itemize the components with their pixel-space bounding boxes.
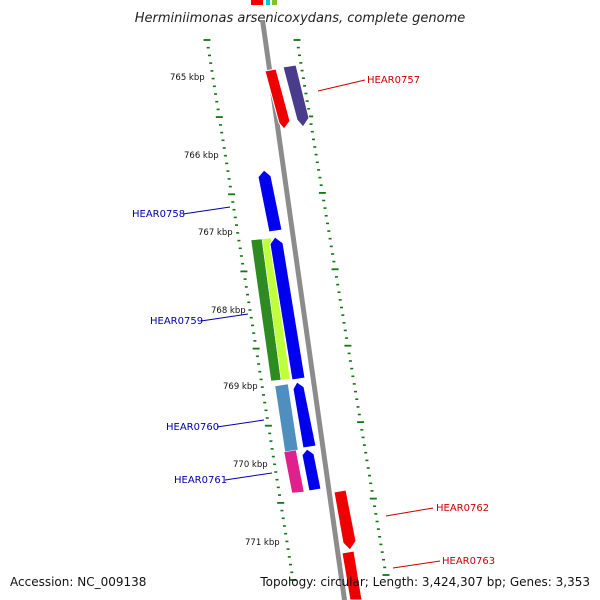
kbp-label-765: 765 kbp — [170, 73, 205, 83]
gene-label-hear0757[interactable]: HEAR0757 — [367, 75, 420, 86]
tick-marks-inner — [203, 39, 297, 581]
gene-label-hear0761[interactable]: HEAR0761 — [174, 475, 227, 486]
leader-line-hear0759 — [200, 313, 249, 322]
accession-text: Accession: NC_009138 — [10, 575, 146, 589]
gene-arrow-hear0763[interactable] — [341, 550, 363, 600]
feature-band-magenta[interactable] — [283, 449, 305, 494]
leader-line-hear0757 — [317, 79, 366, 92]
gene-labels: HEAR0757 HEAR0758 HEAR0759 HEAR0760 HEAR… — [132, 75, 495, 569]
gene-arrow-hear0760[interactable] — [292, 381, 317, 449]
tick-marks-outer — [293, 39, 390, 576]
backbone-line — [260, 20, 347, 600]
kbp-label-770: 770 kbp — [233, 460, 268, 470]
kbp-label-768: 768 kbp — [211, 306, 246, 316]
feature-band-steelblue[interactable] — [274, 383, 299, 453]
gene-label-hear0759[interactable]: HEAR0759 — [150, 316, 203, 327]
gene-arrow-hear0762[interactable] — [333, 489, 357, 551]
feature-band-lime[interactable] — [261, 237, 291, 381]
kbp-label-766: 766 kbp — [184, 151, 219, 161]
gene-arrow-hear0758[interactable] — [257, 169, 283, 233]
gene-label-hear0758[interactable]: HEAR0758 — [132, 209, 185, 220]
leader-line-hear0760 — [216, 419, 265, 428]
leader-line-hear0763 — [392, 560, 441, 569]
kbp-label-769: 769 kbp — [223, 382, 258, 392]
features — [250, 64, 363, 600]
kbp-label-767: 767 kbp — [198, 228, 233, 238]
gene-arrow-hear0759[interactable] — [269, 236, 306, 381]
kbp-labels: 765 kbp 766 kbp 767 kbp 768 kbp 769 kbp … — [170, 73, 280, 548]
gene-label-hear0760[interactable]: HEAR0760 — [166, 422, 219, 433]
gene-arrow-hear0757[interactable] — [264, 68, 291, 130]
gene-label-hear0763[interactable]: HEAR0763 — [442, 556, 495, 567]
top-edge-features — [251, 0, 277, 5]
map-title: Herminiimonas arsenicoxydans, complete g… — [135, 11, 465, 26]
genome-summary-text: Topology: circular; Length: 3,424,307 bp… — [259, 575, 590, 589]
leader-line-hear0762 — [385, 507, 434, 517]
leader-line-hear0758 — [182, 206, 231, 215]
leader-line-hear0761 — [224, 472, 273, 481]
genome-backbone — [260, 20, 347, 600]
feature-arrow-purple[interactable] — [282, 64, 310, 128]
kbp-label-771: 771 kbp — [245, 538, 280, 548]
gene-arrow-hear0761[interactable] — [301, 448, 322, 492]
gene-label-hear0762[interactable]: HEAR0762 — [436, 503, 489, 514]
